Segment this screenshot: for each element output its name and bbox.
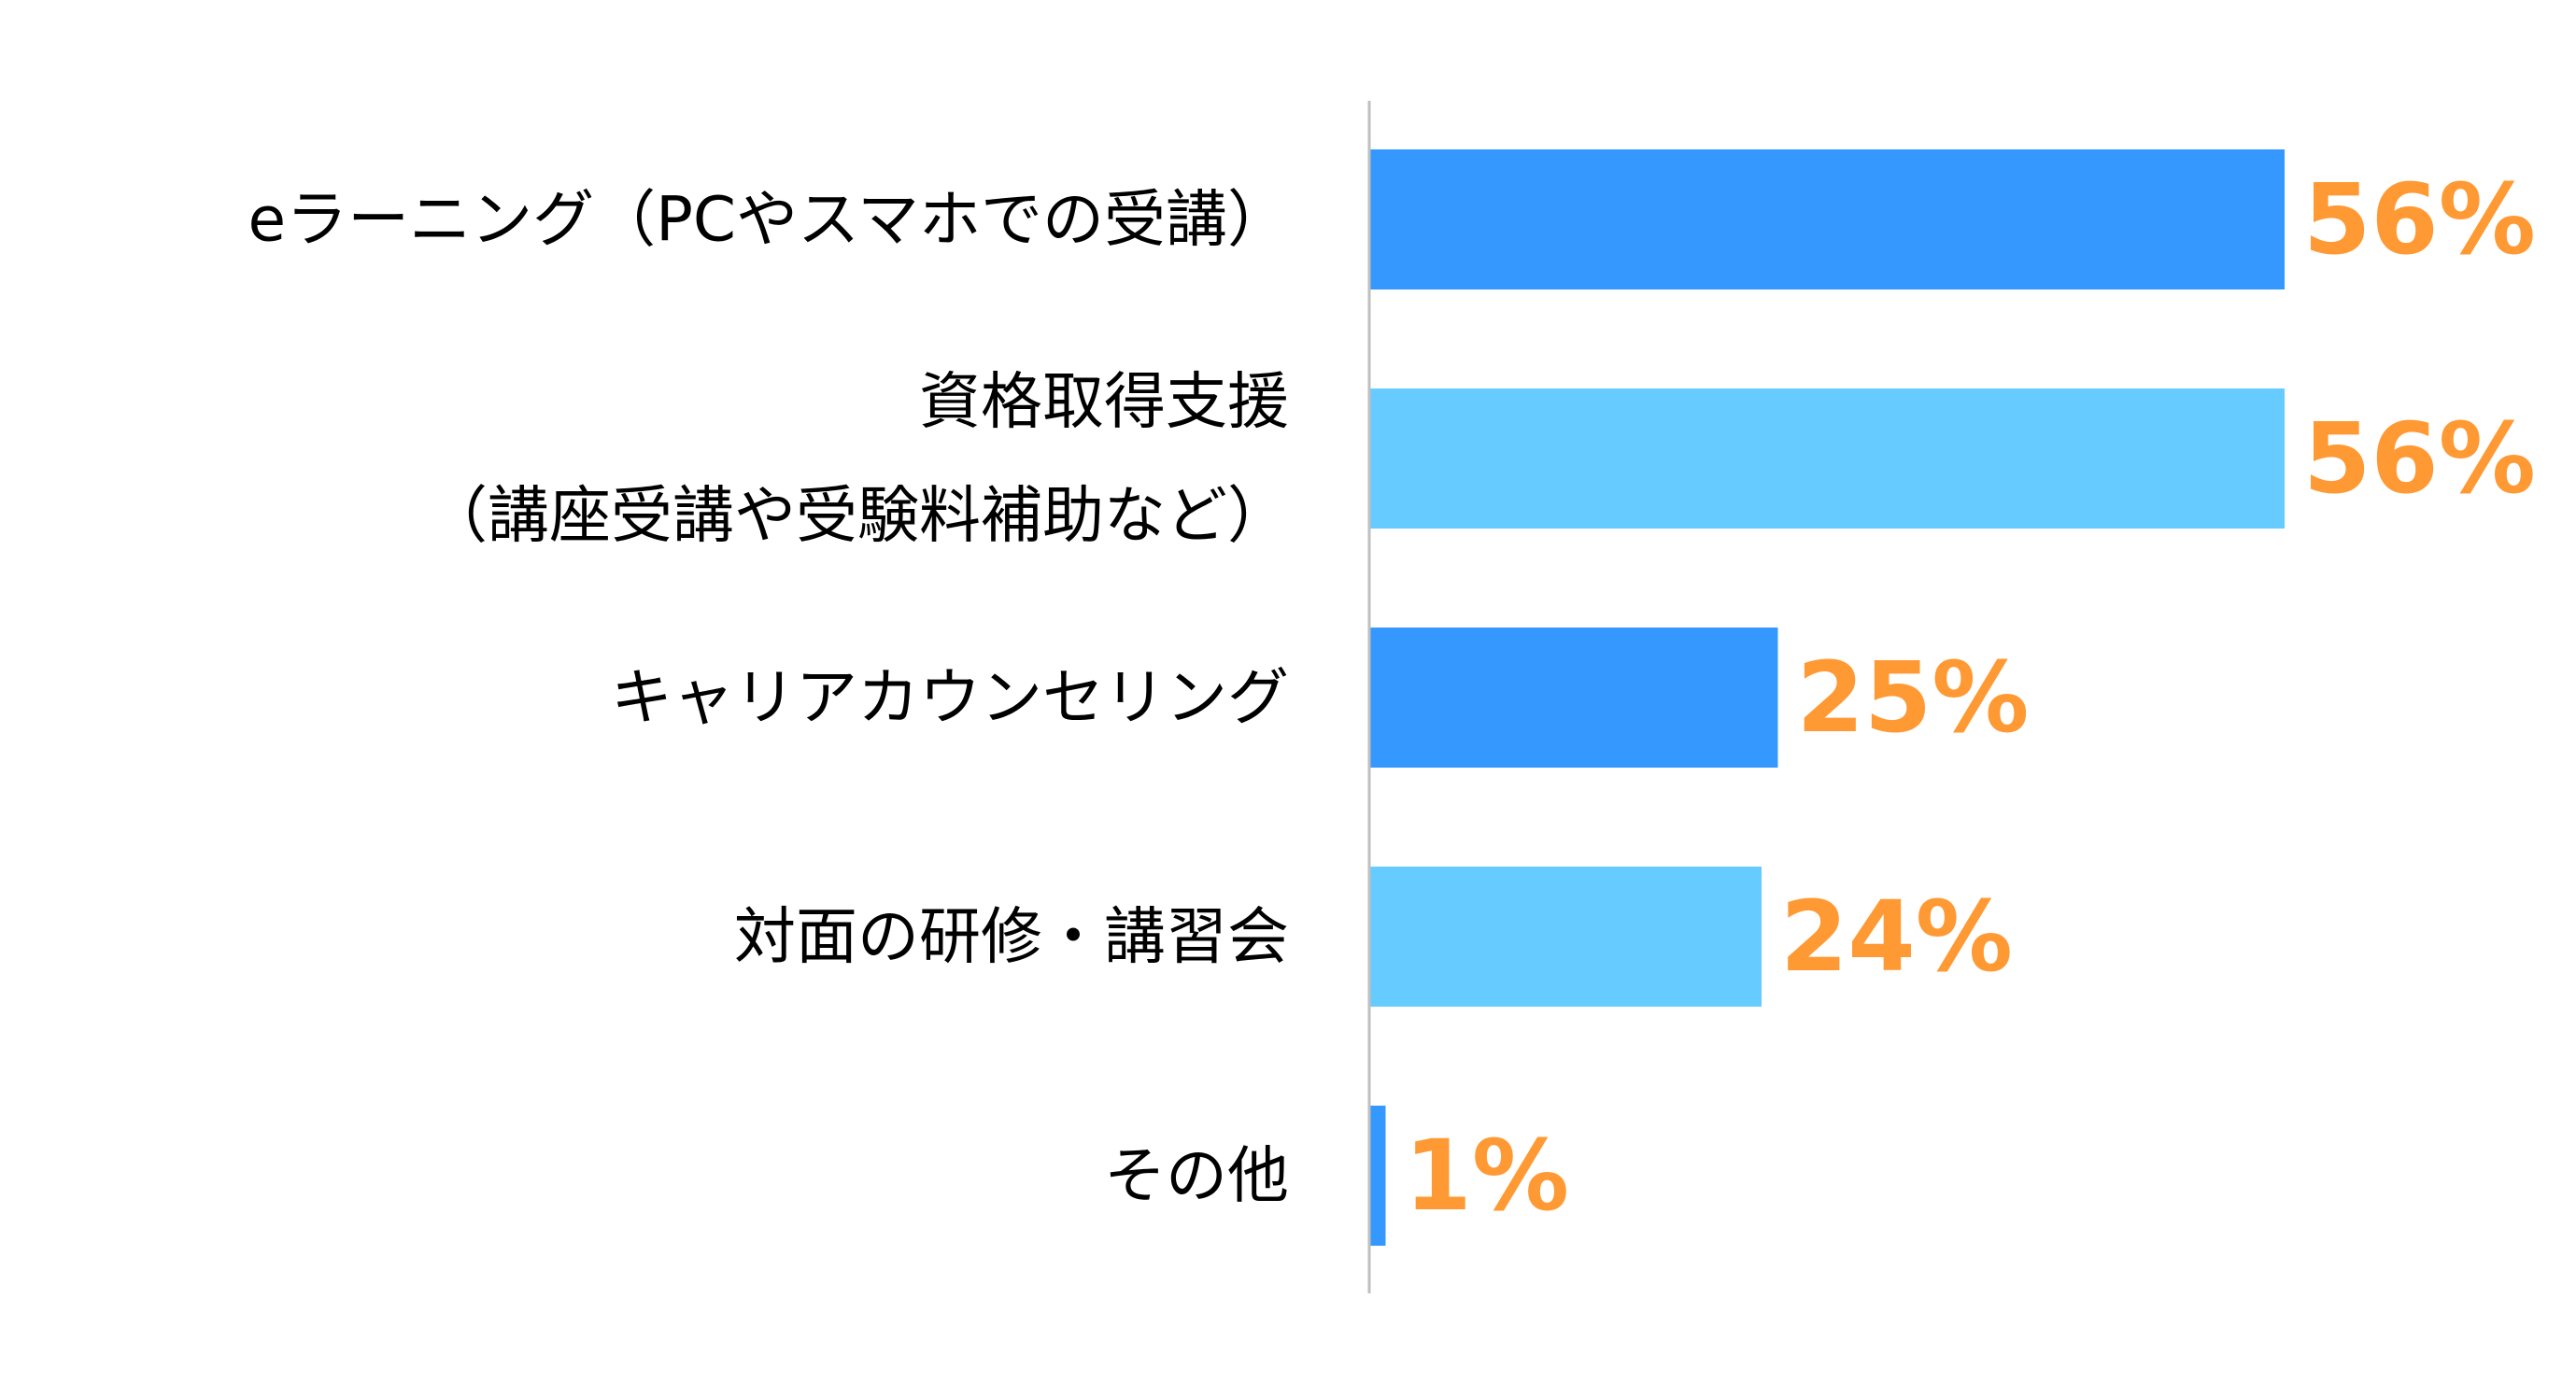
category-label-2-line-2: （講座受講や受験料補助など） [426, 480, 1289, 552]
bars-group [1369, 149, 2285, 1246]
value-label-2: 56% [2303, 402, 2536, 515]
bar-1 [1369, 149, 2285, 289]
value-label-3: 25% [1797, 641, 2030, 755]
value-label-5: 1% [1405, 1119, 1570, 1233]
category-label-1: eラーニング（PCやスマホでの受講） [248, 184, 1289, 256]
category-labels-group: eラーニング（PCやスマホでの受講） 資格取得支援 （講座受講や受験料補助など） キャ… [248, 184, 1289, 1212]
bar-3 [1369, 628, 1778, 768]
bar-4 [1369, 867, 1762, 1007]
value-label-1: 56% [2303, 162, 2536, 276]
category-label-2-line-1: 資格取得支援 [919, 366, 1289, 438]
bar-5 [1369, 1106, 1386, 1246]
category-label-3: キャリアカウンセリング [611, 662, 1289, 734]
value-labels-group: 56% 56% 25% 24% 1% [1405, 162, 2536, 1233]
bar-2 [1369, 388, 2285, 529]
value-label-4: 24% [1780, 880, 2013, 994]
category-label-5: その他 [1104, 1140, 1289, 1212]
category-label-4: 対面の研修・講習会 [734, 901, 1289, 973]
